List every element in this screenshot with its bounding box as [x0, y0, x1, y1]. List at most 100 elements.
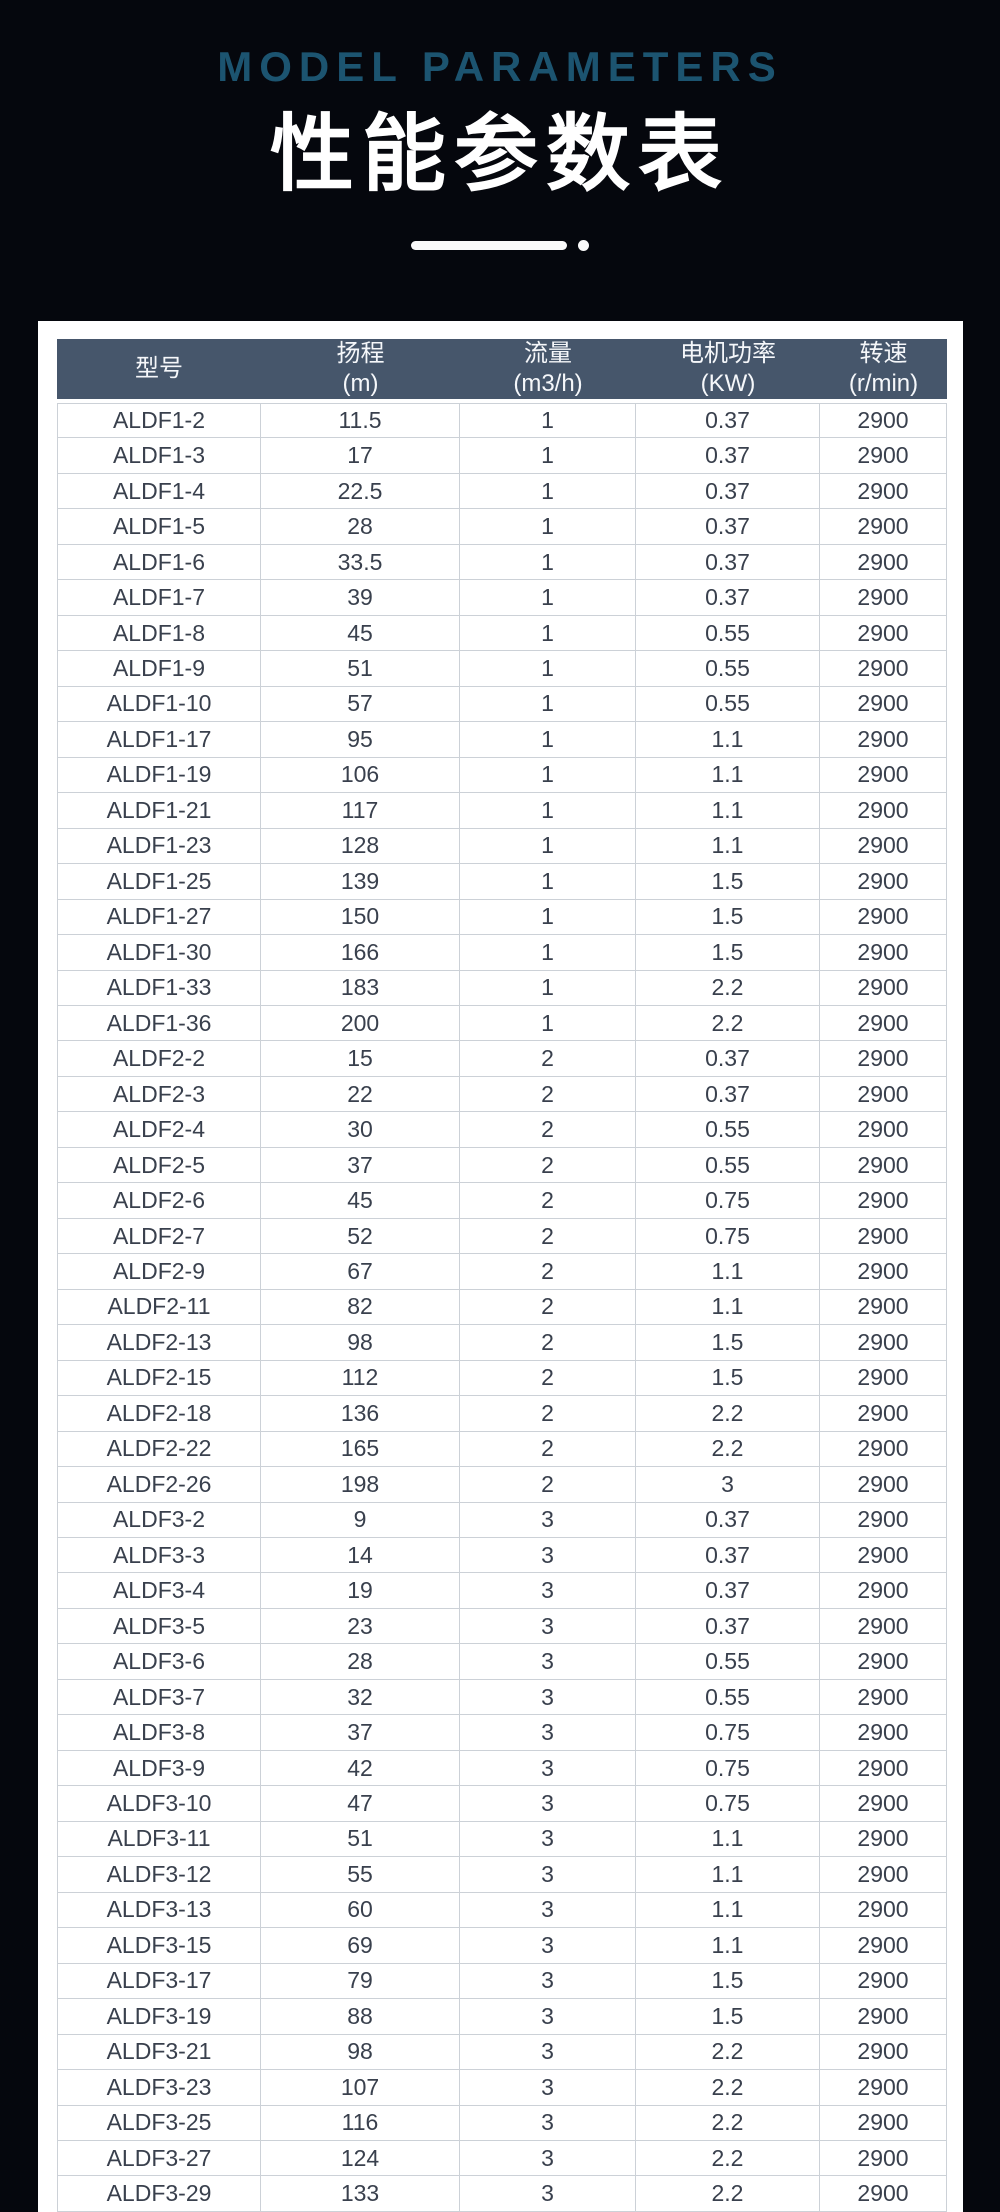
table-row: ALDF3-13 60 3 1.1 2900 — [57, 1892, 947, 1929]
cell-head: 9 — [261, 1502, 460, 1538]
column-unit: (r/min) — [848, 370, 919, 397]
table-row: ALDF2-2 15 2 0.37 2900 — [57, 1041, 947, 1077]
table-row: ALDF2-22 165 2 2.2 2900 — [57, 1431, 947, 1468]
cell-power: 1.5 — [636, 935, 820, 971]
table-row: ALDF3-15 69 3 1.1 2900 — [57, 1928, 947, 1964]
cell-flow: 1 — [460, 970, 636, 1006]
cell-speed: 2900 — [820, 2140, 947, 2177]
cell-flow: 1 — [460, 473, 636, 510]
cell-head: 60 — [261, 1892, 460, 1929]
table-row: ALDF3-23 107 3 2.2 2900 — [57, 2070, 947, 2106]
cell-speed: 2900 — [820, 1183, 947, 1219]
cell-power: 0.55 — [636, 1644, 820, 1680]
table-row: ALDF1-36 200 1 2.2 2900 — [57, 1005, 947, 1042]
cell-flow: 3 — [460, 1963, 636, 2000]
cell-head: 117 — [261, 793, 460, 829]
cell-head: 11.5 — [261, 403, 460, 439]
cell-head: 106 — [261, 757, 460, 794]
cell-speed: 2900 — [820, 1750, 947, 1787]
table-row: ALDF3-12 55 3 1.1 2900 — [57, 1857, 947, 1893]
cell-power: 1.5 — [636, 1360, 820, 1397]
table-row: ALDF1-23 128 1 1.1 2900 — [57, 828, 947, 865]
table-row: ALDF2-15 112 2 1.5 2900 — [57, 1360, 947, 1397]
cell-model: ALDF1-5 — [57, 509, 261, 545]
table-row: ALDF3-10 47 3 0.75 2900 — [57, 1786, 947, 1822]
cell-flow: 3 — [460, 1999, 636, 2035]
cell-flow: 2 — [460, 1360, 636, 1397]
cell-speed: 2900 — [820, 1041, 947, 1077]
cell-power: 0.37 — [636, 544, 820, 581]
cell-flow: 1 — [460, 651, 636, 687]
cell-head: 30 — [261, 1112, 460, 1148]
cell-power: 1.5 — [636, 1963, 820, 2000]
cell-head: 51 — [261, 651, 460, 687]
column-header-head: 扬程 (m) — [261, 339, 460, 403]
table-row: ALDF1-30 166 1 1.5 2900 — [57, 935, 947, 971]
cell-power: 2.2 — [636, 2140, 820, 2177]
cell-model: ALDF3-25 — [57, 2105, 261, 2141]
cell-flow: 3 — [460, 1928, 636, 1964]
table-header: 型号 扬程 (m) 流量 (m3/h) 电机功率 (KW) 转速 (r/min) — [57, 339, 947, 403]
cell-speed: 2900 — [820, 1396, 947, 1432]
cell-model: ALDF1-33 — [57, 970, 261, 1006]
cell-power: 0.37 — [636, 1538, 820, 1574]
cell-head: 51 — [261, 1821, 460, 1858]
table-row: ALDF1-21 117 1 1.1 2900 — [57, 793, 947, 829]
cell-power: 0.55 — [636, 615, 820, 652]
table-row: ALDF2-26 198 2 3 2900 — [57, 1467, 947, 1503]
cell-speed: 2900 — [820, 1360, 947, 1397]
table-row: ALDF3-19 88 3 1.5 2900 — [57, 1999, 947, 2035]
cell-flow: 2 — [460, 1254, 636, 1290]
cell-power: 2.2 — [636, 970, 820, 1006]
cell-flow: 1 — [460, 615, 636, 652]
cell-flow: 3 — [460, 2105, 636, 2141]
table-row: ALDF1-17 95 1 1.1 2900 — [57, 722, 947, 758]
table-row: ALDF1-9 51 1 0.55 2900 — [57, 651, 947, 687]
cell-head: 124 — [261, 2140, 460, 2177]
cell-head: 69 — [261, 1928, 460, 1964]
cell-speed: 2900 — [820, 1005, 947, 1042]
cell-model: ALDF3-7 — [57, 1679, 261, 1716]
column-header-speed: 转速 (r/min) — [820, 339, 947, 403]
cell-power: 1.1 — [636, 1928, 820, 1964]
cell-model: ALDF2-18 — [57, 1396, 261, 1432]
cell-flow: 1 — [460, 438, 636, 474]
cell-model: ALDF1-36 — [57, 1005, 261, 1042]
cell-head: 39 — [261, 580, 460, 616]
cell-model: ALDF2-9 — [57, 1254, 261, 1290]
cell-speed: 2900 — [820, 864, 947, 900]
cell-power: 0.37 — [636, 403, 820, 439]
cell-model: ALDF1-23 — [57, 828, 261, 865]
cell-model: ALDF3-15 — [57, 1928, 261, 1964]
title-english: MODEL PARAMETERS — [217, 43, 783, 90]
cell-flow: 3 — [460, 1857, 636, 1893]
cell-power: 0.55 — [636, 1147, 820, 1184]
cell-flow: 2 — [460, 1396, 636, 1432]
cell-power: 0.75 — [636, 1218, 820, 1255]
cell-speed: 2900 — [820, 2176, 947, 2212]
cell-speed: 2900 — [820, 473, 947, 510]
cell-speed: 2900 — [820, 722, 947, 758]
column-unit: (m) — [342, 370, 379, 397]
cell-speed: 2900 — [820, 1431, 947, 1468]
table-panel: 型号 扬程 (m) 流量 (m3/h) 电机功率 (KW) 转速 (r/min) ALDF1-2… — [38, 321, 963, 2212]
cell-speed: 2900 — [820, 1608, 947, 1645]
cell-power: 0.37 — [636, 509, 820, 545]
cell-power: 0.37 — [636, 1041, 820, 1077]
cell-head: 37 — [261, 1147, 460, 1184]
cell-flow: 3 — [460, 1892, 636, 1929]
parameters-table: 型号 扬程 (m) 流量 (m3/h) 电机功率 (KW) 转速 (r/min) ALDF1-2… — [57, 339, 947, 2212]
cell-model: ALDF1-6 — [57, 544, 261, 581]
cell-speed: 2900 — [820, 2070, 947, 2106]
cell-power: 2.2 — [636, 2105, 820, 2141]
cell-head: 17 — [261, 438, 460, 474]
table-row: ALDF3-2 9 3 0.37 2900 — [57, 1502, 947, 1538]
cell-flow: 3 — [460, 1538, 636, 1574]
cell-head: 88 — [261, 1999, 460, 2035]
cell-flow: 3 — [460, 1644, 636, 1680]
cell-head: 98 — [261, 2034, 460, 2071]
cell-model: ALDF1-2 — [57, 403, 261, 439]
cell-speed: 2900 — [820, 580, 947, 616]
cell-model: ALDF3-21 — [57, 2034, 261, 2071]
table-row: ALDF3-7 32 3 0.55 2900 — [57, 1679, 947, 1716]
